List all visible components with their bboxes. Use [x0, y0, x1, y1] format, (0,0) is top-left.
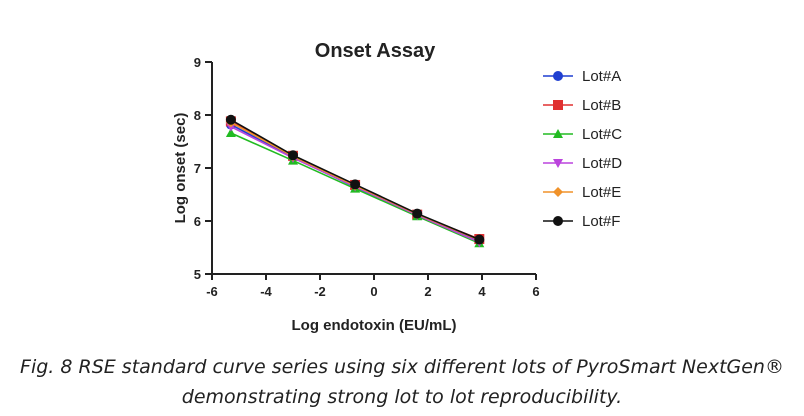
axes: -6 -4 -2 0 2 4 6 5 6 7 8 9	[194, 55, 540, 299]
y-tick-label: 9	[194, 55, 201, 70]
data-point	[225, 114, 236, 125]
y-axis-label: Log onset (sec)	[172, 113, 189, 224]
legend-item: Lot#D	[543, 155, 622, 172]
legend-label: Lot#F	[582, 213, 620, 230]
legend-item: Lot#B	[543, 97, 621, 114]
legend-label: Lot#E	[582, 184, 621, 201]
data-point	[412, 208, 423, 219]
data-point	[474, 234, 485, 245]
legend-marker	[553, 159, 563, 168]
x-tick-label: 4	[478, 284, 486, 299]
legend-marker	[553, 129, 563, 138]
figure-caption-line-2: demonstrating strong lot to lot reproduc…	[181, 386, 623, 408]
x-tick-label: 2	[424, 284, 431, 299]
chart-title: Onset Assay	[315, 40, 436, 62]
series-layer	[225, 114, 485, 248]
legend-marker	[553, 71, 563, 81]
x-tick-label: -6	[206, 284, 218, 299]
x-tick-label: 6	[532, 284, 539, 299]
legend: Lot#A Lot#B Lot#C Lot#D Lot#E Lot#F	[543, 68, 622, 230]
legend-marker	[553, 216, 563, 226]
y-tick-label: 6	[194, 214, 201, 229]
legend-item: Lot#C	[543, 126, 622, 143]
legend-label: Lot#B	[582, 97, 621, 114]
data-point	[288, 150, 298, 161]
series-lot-f	[225, 114, 485, 245]
data-point	[225, 128, 236, 138]
data-point	[350, 179, 361, 190]
legend-item: Lot#E	[543, 184, 621, 201]
x-tick-label: 0	[370, 284, 377, 299]
x-axis-label: Log endotoxin (EU/mL)	[292, 317, 457, 334]
y-tick-label: 5	[194, 267, 201, 282]
legend-label: Lot#A	[582, 68, 621, 85]
y-tick-label: 7	[194, 161, 201, 176]
legend-label: Lot#C	[582, 126, 622, 143]
legend-marker	[553, 100, 563, 110]
y-tick-label: 8	[194, 108, 201, 123]
x-tick-label: -4	[260, 284, 272, 299]
figure-caption-line-1: Fig. 8 RSE standard curve series using s…	[20, 356, 784, 378]
x-tick-label: -2	[314, 284, 326, 299]
legend-marker	[553, 187, 563, 197]
legend-item: Lot#F	[543, 213, 620, 230]
legend-item: Lot#A	[543, 68, 621, 85]
legend-label: Lot#D	[582, 155, 622, 172]
